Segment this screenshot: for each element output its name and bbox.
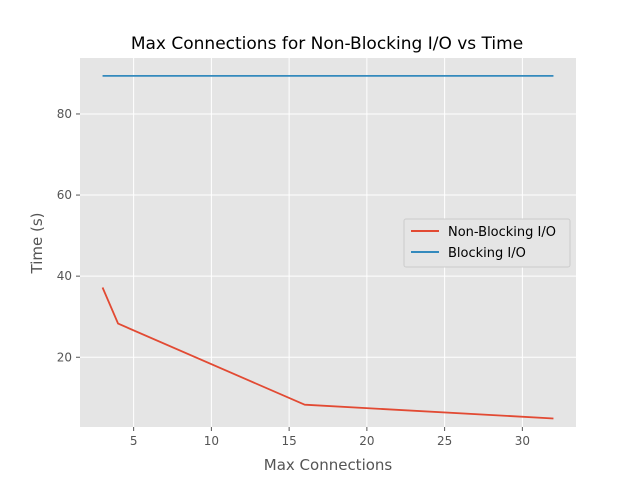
x-tick-label: 15 <box>281 434 296 448</box>
chart-title: Max Connections for Non-Blocking I/O vs … <box>131 34 523 54</box>
y-tick-label: 40 <box>57 269 72 283</box>
y-tick-label: 80 <box>57 107 72 121</box>
legend-box <box>403 218 571 268</box>
x-axis-label: Max Connections <box>264 456 393 474</box>
x-tick-label: 10 <box>204 434 219 448</box>
legend-label-blocking: Blocking I/O <box>448 246 526 261</box>
x-tick-label: 25 <box>437 434 452 448</box>
y-tick-label: 20 <box>57 350 72 364</box>
legend-label-non-blocking: Non-Blocking I/O <box>448 225 556 240</box>
series-layer <box>101 74 554 420</box>
legend: Non-Blocking I/O Blocking I/O <box>403 218 571 268</box>
series-line-non-blocking <box>101 287 554 420</box>
x-tick-label: 30 <box>515 434 530 448</box>
y-tick-label: 60 <box>57 188 72 202</box>
x-tick-label: 5 <box>130 434 138 448</box>
x-tick-label: 20 <box>359 434 374 448</box>
y-axis-label: Time (s) <box>28 213 46 275</box>
axis-ticks: 5 10 15 20 25 30 20 40 60 80 <box>57 107 530 448</box>
